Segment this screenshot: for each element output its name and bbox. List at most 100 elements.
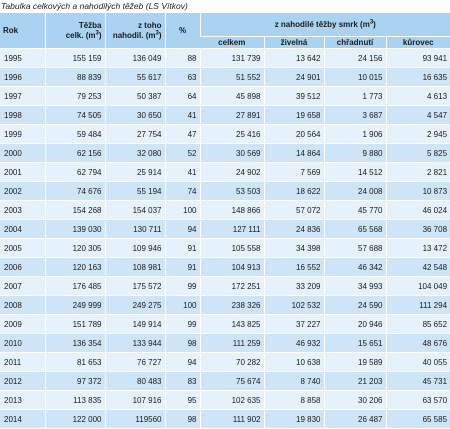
spruce-total-cell: 172 251 — [199, 276, 264, 296]
spruce-decline-cell: 65 568 — [323, 219, 386, 239]
percent-cell: 52 — [164, 143, 200, 163]
spruce-total-cell: 51 552 — [199, 67, 264, 87]
random-harvest-cell: 108 981 — [104, 257, 165, 277]
spruce-bark-beetle-cell: 93 941 — [385, 48, 450, 68]
spruce-total-cell: 127 111 — [199, 219, 264, 239]
spruce-bark-beetle-cell: 36 708 — [385, 219, 450, 239]
year-cell: 2008 — [0, 295, 45, 315]
spruce-bark-beetle-cell: 13 472 — [385, 238, 450, 258]
table-row: 2012 97 372 80 483 83 75 674 8 740 21 203 45 73… — [0, 371, 450, 391]
spruce-bark-beetle-cell: 111 294 — [385, 295, 450, 315]
spruce-bark-beetle-cell: 65 585 — [385, 409, 450, 429]
spruce-total-cell: 105 558 — [199, 238, 264, 258]
total-harvest-cell: 249 999 — [44, 295, 105, 315]
spruce-decline-cell: 9 880 — [323, 143, 386, 163]
spruce-total-cell: 238 326 — [199, 295, 264, 315]
random-harvest-cell: 130 711 — [104, 219, 165, 239]
spruce-bark-beetle-cell: 45 731 — [385, 371, 450, 391]
spruce-natural-cell: 19 830 — [263, 409, 324, 429]
table-row: 2011 81 653 76 727 94 70 282 10 638 19 589 40 0… — [0, 352, 450, 372]
year-cell: 1998 — [0, 105, 45, 125]
spruce-natural-cell: 57 072 — [263, 200, 324, 220]
header-random-harvest: z toho nahodil. (m3) — [104, 13, 165, 49]
header-spruce-natural: živelná — [263, 36, 324, 49]
header-spruce-group: z nahodilé těžby smrk (m3) — [199, 13, 450, 37]
spruce-bark-beetle-cell: 2 821 — [385, 162, 450, 182]
percent-cell: 99 — [164, 276, 200, 296]
spruce-decline-cell: 15 651 — [323, 333, 386, 353]
spruce-decline-cell: 34 993 — [323, 276, 386, 296]
spruce-total-cell: 75 674 — [199, 371, 264, 391]
year-cell: 1995 — [0, 48, 45, 68]
random-harvest-cell: 55 194 — [104, 181, 165, 201]
total-harvest-cell: 62 156 — [44, 143, 105, 163]
total-harvest-cell: 120 305 — [44, 238, 105, 258]
spruce-decline-cell: 45 770 — [323, 200, 386, 220]
harvest-table: Rok Těžba celk. (m3) z toho nahodil. (m3… — [0, 13, 450, 429]
table-body: 1995 155 159 136 049 88 131 739 13 642 24 156 9… — [0, 48, 450, 429]
header-spruce-decline: chřadnutí — [323, 36, 386, 49]
random-harvest-cell: 175 572 — [104, 276, 165, 296]
spruce-natural-cell: 46 932 — [263, 333, 324, 353]
total-harvest-cell: 79 253 — [44, 86, 105, 106]
percent-cell: 95 — [164, 390, 200, 410]
spruce-natural-cell: 13 642 — [263, 48, 324, 68]
random-harvest-cell: 249 275 — [104, 295, 165, 315]
total-harvest-cell: 62 794 — [44, 162, 105, 182]
spruce-bark-beetle-cell: 4 547 — [385, 105, 450, 125]
spruce-natural-cell: 37 227 — [263, 314, 324, 334]
spruce-natural-cell: 24 901 — [263, 67, 324, 87]
total-harvest-cell: 154 268 — [44, 200, 105, 220]
table-row: 2008 249 999 249 275 100 238 326 102 532 24 59… — [0, 295, 450, 315]
header-row: Rok Těžba celk. (m3) z toho nahodil. (m3… — [0, 13, 450, 49]
spruce-natural-cell: 39 512 — [263, 86, 324, 106]
year-cell: 2011 — [0, 352, 45, 372]
random-harvest-cell: 50 387 — [104, 86, 165, 106]
spruce-total-cell: 30 569 — [199, 143, 264, 163]
spruce-total-cell: 104 913 — [199, 257, 264, 277]
year-cell: 2009 — [0, 314, 45, 334]
spruce-bark-beetle-cell: 42 548 — [385, 257, 450, 277]
percent-cell: 98 — [164, 409, 200, 429]
spruce-total-cell: 143 825 — [199, 314, 264, 334]
random-harvest-cell: 55 617 — [104, 67, 165, 87]
spruce-decline-cell: 20 946 — [323, 314, 386, 334]
random-harvest-cell: 154 037 — [104, 200, 165, 220]
spruce-total-cell: 53 503 — [199, 181, 264, 201]
header-year: Rok — [0, 13, 45, 49]
table-row: 2013 113 835 107 916 95 102 635 8 858 30 206 63… — [0, 390, 450, 410]
spruce-natural-cell: 20 564 — [263, 124, 324, 144]
random-harvest-cell: 32 080 — [104, 143, 165, 163]
spruce-decline-cell: 21 203 — [323, 371, 386, 391]
percent-cell: 63 — [164, 67, 200, 87]
table-row: 1998 74 505 30 650 41 27 891 19 658 3 687 4 547 — [0, 105, 450, 125]
year-cell: 2004 — [0, 219, 45, 239]
percent-cell: 94 — [164, 352, 200, 372]
spruce-decline-cell: 24 008 — [323, 181, 386, 201]
spruce-decline-cell: 24 156 — [323, 48, 386, 68]
random-harvest-cell: 80 483 — [104, 371, 165, 391]
table-row: 2010 136 354 133 944 98 111 259 46 932 15 651 4… — [0, 333, 450, 353]
spruce-natural-cell: 24 836 — [263, 219, 324, 239]
spruce-decline-cell: 1 773 — [323, 86, 386, 106]
table-row: 2002 74 676 55 194 74 53 503 18 622 24 008 10 8… — [0, 181, 450, 201]
year-cell: 1996 — [0, 67, 45, 87]
total-harvest-cell: 139 030 — [44, 219, 105, 239]
year-cell: 2006 — [0, 257, 45, 277]
percent-cell: 94 — [164, 219, 200, 239]
spruce-decline-cell: 46 342 — [323, 257, 386, 277]
total-harvest-cell: 120 163 — [44, 257, 105, 277]
spruce-bark-beetle-cell: 104 049 — [385, 276, 450, 296]
percent-cell: 41 — [164, 105, 200, 125]
random-harvest-cell: 76 727 — [104, 352, 165, 372]
spruce-total-cell: 25 416 — [199, 124, 264, 144]
year-cell: 2014 — [0, 409, 45, 429]
spruce-natural-cell: 8 740 — [263, 371, 324, 391]
spruce-bark-beetle-cell: 16 635 — [385, 67, 450, 87]
percent-cell: 91 — [164, 257, 200, 277]
random-harvest-cell: 27 754 — [104, 124, 165, 144]
total-harvest-cell: 88 839 — [44, 67, 105, 87]
table-row: 2014 122 000 119560 98 111 902 19 830 26 487 65… — [0, 409, 450, 429]
percent-cell: 99 — [164, 314, 200, 334]
spruce-decline-cell: 14 512 — [323, 162, 386, 182]
